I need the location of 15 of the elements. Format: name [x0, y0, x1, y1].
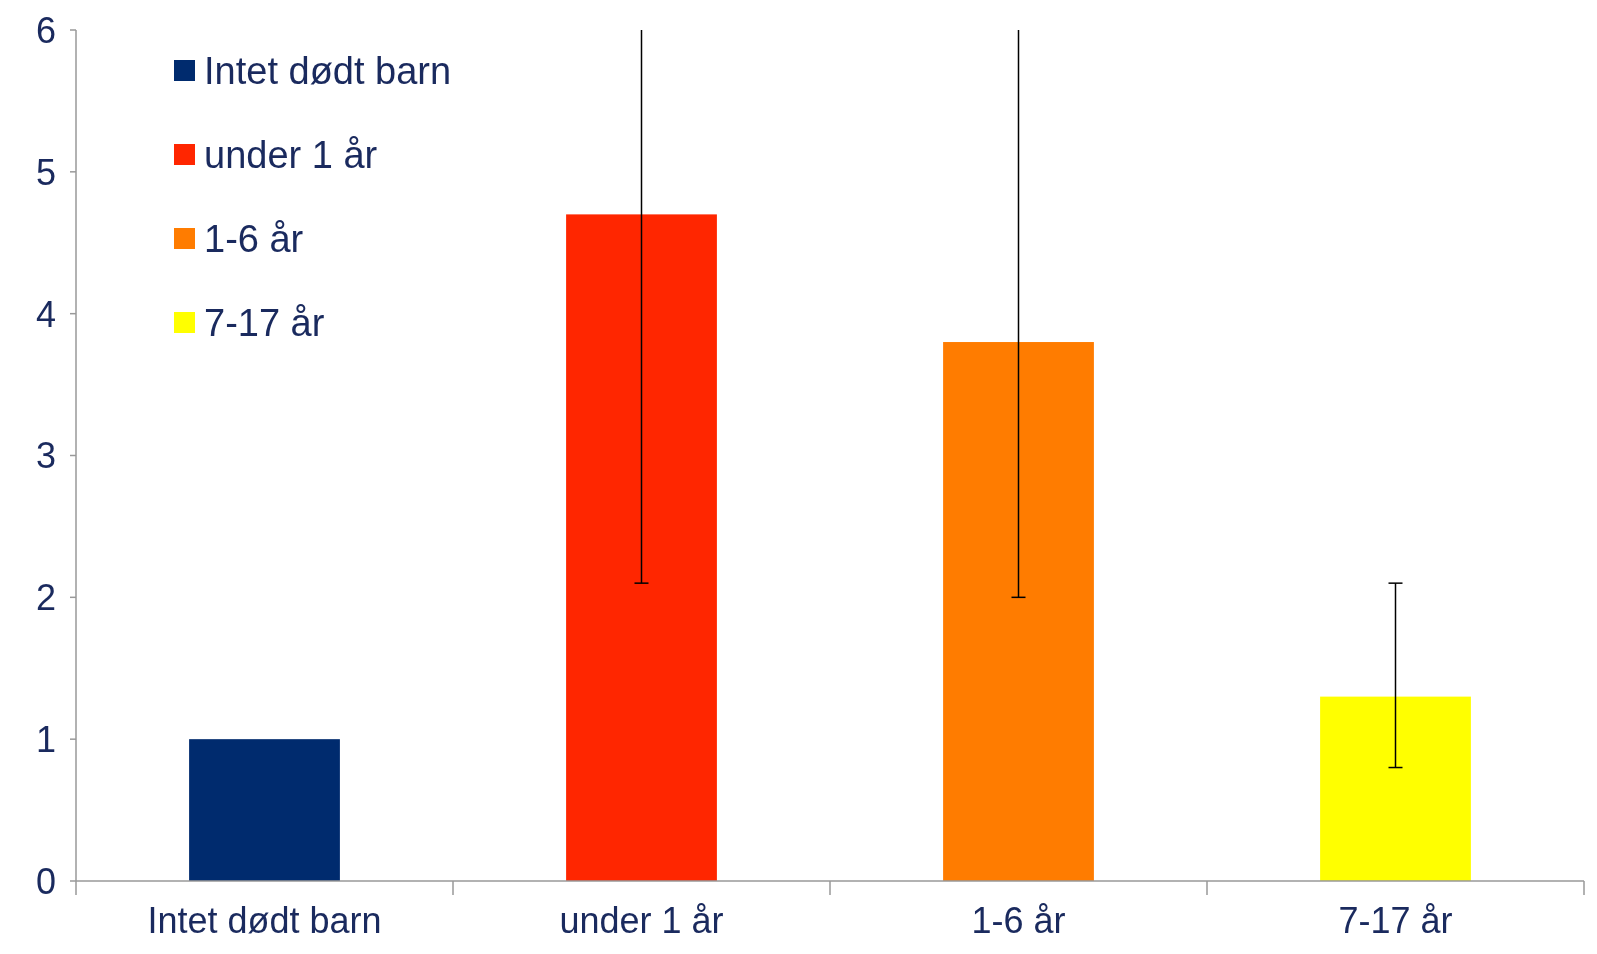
y-tick-label: 5 [35, 151, 57, 193]
x-tick-label: 1-6 år [971, 900, 1066, 941]
x-tick-label: Intet dødt barn [147, 900, 382, 941]
y-tick-label: 1 [35, 719, 57, 761]
y-tick-label: 4 [35, 293, 57, 335]
y-tick-label: 2 [35, 577, 57, 619]
x-tick-label: under 1 år [559, 900, 724, 941]
legend-label: Intet dødt barn [204, 49, 452, 92]
y-tick-label: 6 [35, 9, 57, 51]
y-tick-label: 3 [35, 435, 57, 477]
x-tick-label: 7-17 år [1338, 900, 1453, 941]
legend-label: under 1 år [204, 133, 378, 176]
y-tick-label: 0 [35, 860, 57, 902]
legend-label: 7-17 år [204, 301, 325, 344]
legend-label: 1-6 år [204, 217, 304, 260]
